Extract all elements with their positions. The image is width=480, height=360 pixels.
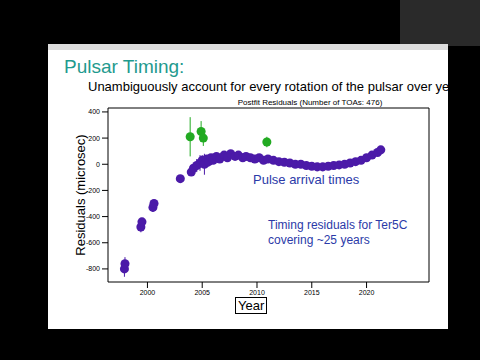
html-text:Year: Year	[238, 298, 265, 313]
svg-text:2015: 2015	[304, 289, 320, 296]
html-text:Unambiguously account for ever: Unambiguously account for every rotation…	[88, 79, 468, 94]
svg-text:-400: -400	[86, 213, 100, 220]
svg-text:2020: 2020	[359, 289, 375, 296]
svg-text:-800: -800	[86, 265, 100, 272]
svg-text:2010: 2010	[249, 289, 265, 296]
html-text:Residuals (microsec): Residuals (microsec)	[72, 134, 88, 256]
svg-text:200: 200	[88, 135, 100, 142]
svg-text:-200: -200	[86, 187, 100, 194]
svg-text:2000: 2000	[140, 289, 156, 296]
html-text:Pulse arrival times: Pulse arrival times	[253, 172, 360, 187]
html-text:Pulsar Timing:: Pulsar Timing:	[64, 56, 185, 77]
svg-text:-600: -600	[86, 239, 100, 246]
html-text:Timing residuals for Ter5C cov: Timing residuals for Ter5C covering ~25 …	[268, 218, 408, 247]
svg-text:0: 0	[96, 161, 100, 168]
svg-text:2005: 2005	[194, 289, 210, 296]
html-text:Postfit Residuals (Number of T: Postfit Residuals (Number of TOAs: 476)	[237, 98, 383, 107]
svg-text:400: 400	[88, 108, 100, 115]
